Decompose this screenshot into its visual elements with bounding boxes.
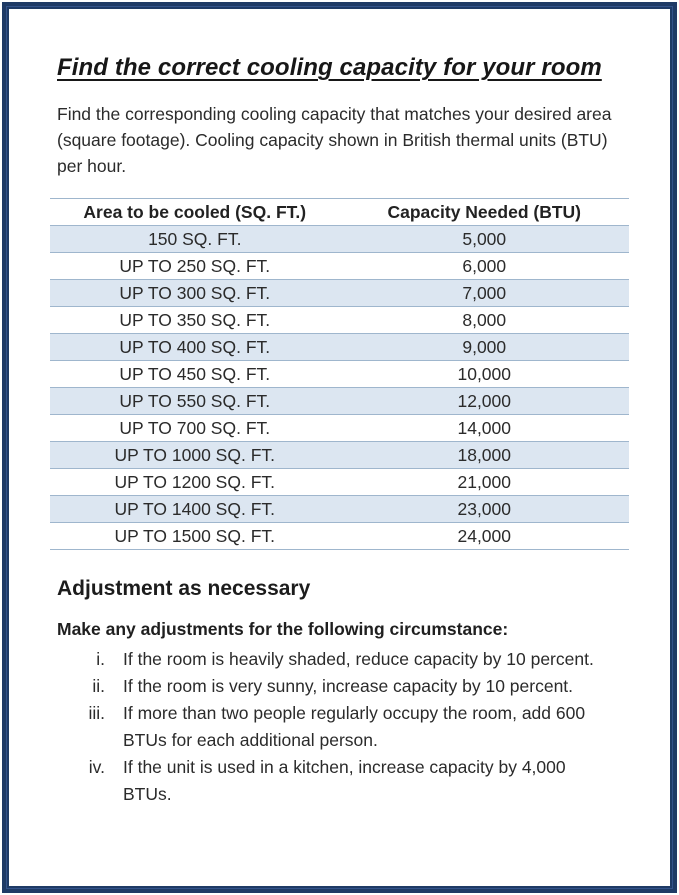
- column-header-capacity: Capacity Needed (BTU): [339, 198, 629, 226]
- capacity-cell: 21,000: [339, 468, 629, 496]
- list-item-marker: iii.: [88, 703, 105, 723]
- column-header-area: Area to be cooled (SQ. FT.): [50, 198, 340, 226]
- table-row: UP TO 250 SQ. FT. 6,000: [50, 252, 629, 280]
- list-item-text: If the unit is used in a kitchen, increa…: [123, 757, 566, 804]
- area-cell: UP TO 1400 SQ. FT.: [50, 495, 340, 523]
- adjustment-section-heading: Adjustment as necessary: [57, 577, 311, 600]
- list-item-marker: ii.: [92, 676, 105, 696]
- table-row: UP TO 700 SQ. FT. 14,000: [50, 414, 629, 442]
- intro-paragraph: Find the corresponding cooling capacity …: [57, 104, 612, 176]
- capacity-cell: 23,000: [339, 495, 629, 523]
- table-row: UP TO 300 SQ. FT. 7,000: [50, 279, 629, 307]
- area-cell: UP TO 250 SQ. FT.: [50, 252, 340, 280]
- area-cell: UP TO 1500 SQ. FT.: [50, 522, 340, 550]
- capacity-cell: 14,000: [339, 414, 629, 442]
- list-item-marker: i.: [96, 649, 105, 669]
- capacity-cell: 12,000: [339, 387, 629, 415]
- list-item: iii. If more than two people regularly o…: [57, 700, 629, 754]
- table-row: UP TO 1000 SQ. FT. 18,000: [50, 441, 629, 469]
- cooling-capacity-table: Area to be cooled (SQ. FT.) Capacity Nee…: [50, 198, 629, 550]
- capacity-cell: 5,000: [339, 225, 629, 253]
- page-title: Find the correct cooling capacity for yo…: [57, 54, 602, 81]
- table-row: UP TO 1200 SQ. FT. 21,000: [50, 468, 629, 496]
- list-item-text: If the room is very sunny, increase capa…: [123, 676, 574, 696]
- list-item-text: If more than two people regularly occupy…: [123, 703, 586, 750]
- capacity-cell: 24,000: [339, 522, 629, 550]
- area-cell: UP TO 350 SQ. FT.: [50, 306, 340, 334]
- capacity-cell: 9,000: [339, 333, 629, 361]
- list-item: iv. If the unit is used in a kitchen, in…: [57, 754, 629, 808]
- table-row: UP TO 1400 SQ. FT. 23,000: [50, 495, 629, 523]
- list-item: ii. If the room is very sunny, increase …: [57, 673, 629, 700]
- table-row: UP TO 1500 SQ. FT. 24,000: [50, 522, 629, 550]
- table-header-row: Area to be cooled (SQ. FT.) Capacity Nee…: [50, 198, 629, 226]
- area-cell: UP TO 400 SQ. FT.: [50, 333, 340, 361]
- list-item-text: If the room is heavily shaded, reduce ca…: [123, 649, 594, 669]
- list-item: i. If the room is heavily shaded, reduce…: [57, 646, 629, 673]
- adjustment-lead-text: Make any adjustments for the following c…: [57, 619, 509, 639]
- table-row: UP TO 550 SQ. FT. 12,000: [50, 387, 629, 415]
- table-row: 150 SQ. FT. 5,000: [50, 225, 629, 253]
- capacity-cell: 8,000: [339, 306, 629, 334]
- capacity-cell: 7,000: [339, 279, 629, 307]
- capacity-cell: 6,000: [339, 252, 629, 280]
- capacity-cell: 18,000: [339, 441, 629, 469]
- adjustment-list: i. If the room is heavily shaded, reduce…: [57, 646, 629, 808]
- document-content: Find the correct cooling capacity for yo…: [50, 54, 629, 808]
- area-cell: UP TO 1200 SQ. FT.: [50, 468, 340, 496]
- capacity-cell: 10,000: [339, 360, 629, 388]
- area-cell: UP TO 300 SQ. FT.: [50, 279, 340, 307]
- area-cell: UP TO 550 SQ. FT.: [50, 387, 340, 415]
- list-item-marker: iv.: [88, 757, 105, 777]
- table-row: UP TO 450 SQ. FT. 10,000: [50, 360, 629, 388]
- area-cell: UP TO 700 SQ. FT.: [50, 414, 340, 442]
- table-row: UP TO 350 SQ. FT. 8,000: [50, 306, 629, 334]
- area-cell: 150 SQ. FT.: [50, 225, 340, 253]
- area-cell: UP TO 450 SQ. FT.: [50, 360, 340, 388]
- area-cell: UP TO 1000 SQ. FT.: [50, 441, 340, 469]
- table-row: UP TO 400 SQ. FT. 9,000: [50, 333, 629, 361]
